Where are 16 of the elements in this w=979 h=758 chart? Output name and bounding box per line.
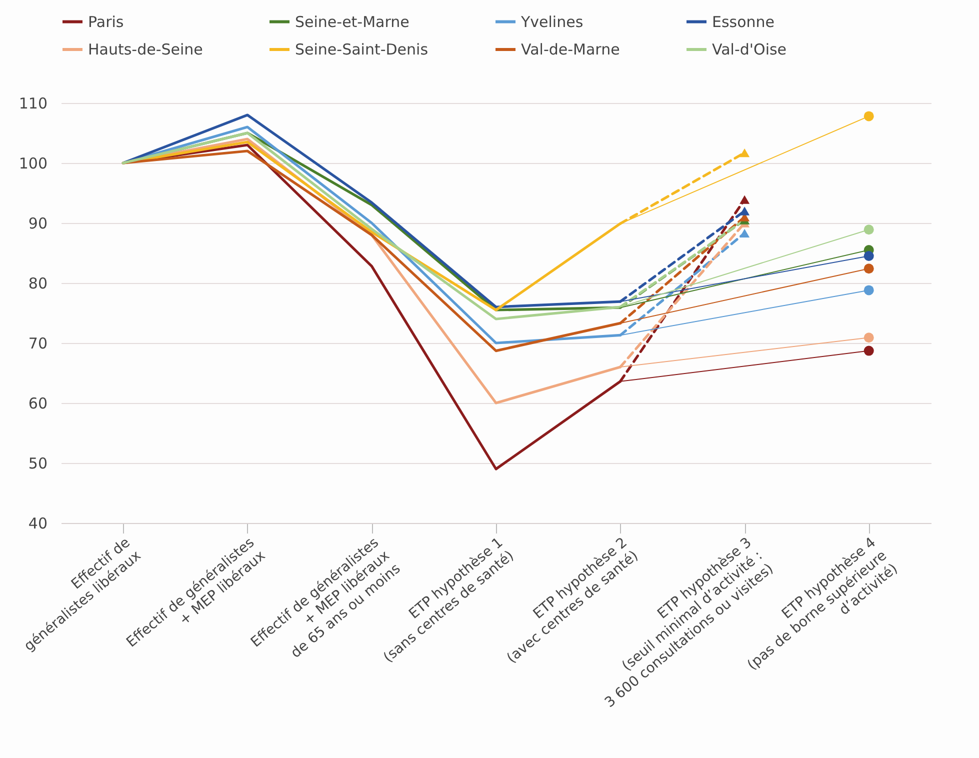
legend-label: Val-de-Marne	[521, 40, 620, 58]
y-tick-label: 60	[28, 394, 48, 412]
y-tick-label: 110	[18, 94, 48, 112]
legend-label: Seine-Saint-Denis	[295, 40, 428, 58]
y-tick-label: 80	[28, 274, 48, 292]
y-tick-label: 90	[28, 214, 48, 232]
y-tick-label: 70	[28, 334, 48, 352]
y-tick-label: 50	[28, 454, 48, 472]
legend-label: Paris	[88, 12, 124, 31]
y-tick-label: 40	[28, 514, 48, 532]
legend-label: Seine-et-Marne	[295, 12, 410, 31]
legend-label: Essonne	[712, 12, 775, 31]
legend-label: Val-d'Oise	[712, 40, 787, 58]
y-tick-label: 100	[18, 154, 48, 172]
legend-label: Hauts-de-Seine	[88, 40, 203, 58]
legend-label: Yvelines	[520, 12, 584, 31]
